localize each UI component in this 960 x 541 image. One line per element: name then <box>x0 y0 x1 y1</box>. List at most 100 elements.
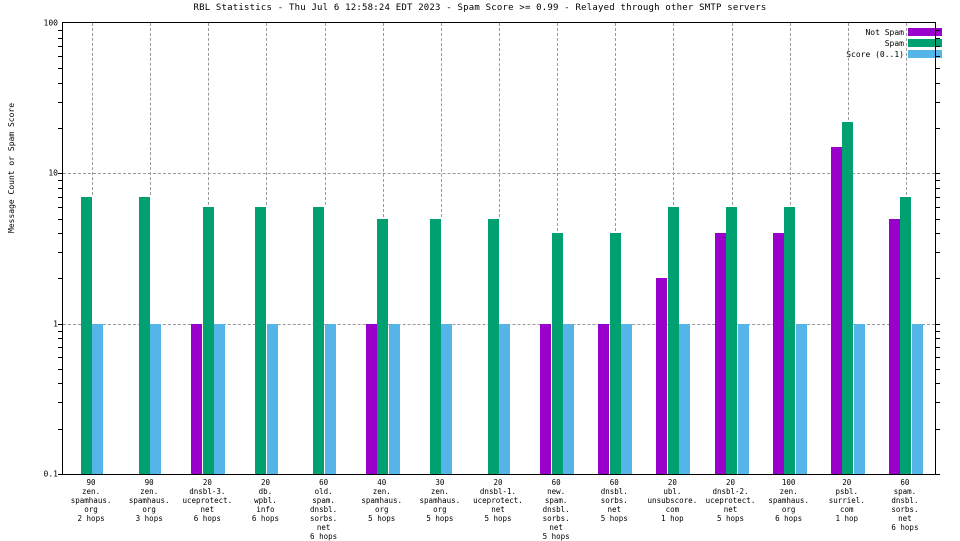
gridline-vertical <box>905 23 907 195</box>
y-axis-tick <box>935 187 940 189</box>
y-axis-tick <box>935 251 940 253</box>
y-axis-tick <box>935 323 940 325</box>
y-axis-tick <box>58 173 63 175</box>
bar-spam <box>255 206 267 474</box>
y-axis-tick <box>935 330 940 332</box>
x-axis-label-line: 5 hops <box>542 532 570 541</box>
x-axis-label: 20 dnsbl-3. uceprotect. net 6 hops <box>178 478 236 523</box>
y-axis-tick <box>935 37 940 39</box>
bar-spam <box>202 206 214 474</box>
bar-group <box>761 23 819 474</box>
x-axis-label-line: net <box>607 505 622 514</box>
bar-group <box>470 23 528 474</box>
y-axis-tick <box>935 101 940 103</box>
y-axis-tick <box>935 474 940 475</box>
gridline-horizontal <box>63 323 935 325</box>
bar-spam <box>551 233 563 474</box>
y-axis-tick <box>58 278 63 280</box>
bar-not-spam <box>191 323 203 474</box>
x-axis-label-line: net <box>898 514 912 523</box>
x-axis-label-line: old. <box>314 487 333 496</box>
y-axis-tick <box>58 101 63 103</box>
x-axis-label-line: info <box>256 505 275 514</box>
x-axis-label: 60 spam. dnsbl. sorbs. net 6 hops <box>876 478 934 532</box>
y-axis-tick <box>935 428 940 430</box>
y-axis-tick <box>935 68 940 70</box>
bar-not-spam <box>772 233 784 474</box>
gridline-vertical <box>499 23 500 217</box>
bar-not-spam <box>888 218 900 474</box>
y-axis-tick <box>935 46 940 48</box>
x-axis-label-line: 6 hops <box>891 523 919 532</box>
y-axis-tick <box>935 29 940 31</box>
x-axis-label-line: org <box>84 505 98 514</box>
x-axis-label-line: uceprotect. <box>182 496 233 505</box>
x-axis-label-line: net <box>723 505 738 514</box>
x-axis-label: 30 zen. spamhaus. org 5 hops <box>411 478 469 523</box>
bar-spam <box>487 218 499 474</box>
x-axis-label-line: zen. <box>372 487 391 496</box>
gridline-vertical <box>789 23 791 205</box>
bar-score-0-1 <box>388 323 400 474</box>
x-axis-labels: 90 zen. spamhaus. org 2 hops 90 zen. spamhaus. o… <box>62 478 936 541</box>
bar-group <box>412 23 470 474</box>
x-axis-label-line: org <box>433 505 447 514</box>
x-axis-label-line: dnsbl-1. <box>479 487 517 496</box>
y-axis-tick <box>935 82 940 84</box>
x-axis-label-line: new. <box>547 487 566 496</box>
bar-group <box>644 23 702 474</box>
x-axis-label: 20 db. wpbl. info 6 hops <box>236 478 294 523</box>
y-tick-label: 1 <box>53 319 58 329</box>
y-tick-label: 10 <box>48 168 58 178</box>
y-axis-tick <box>58 346 63 348</box>
y-axis-tick <box>58 383 63 385</box>
y-axis-tick <box>935 218 940 220</box>
bar-score-0-1 <box>214 323 226 474</box>
bar-score-0-1 <box>441 323 453 474</box>
x-axis-label-line: psbl. <box>835 487 859 496</box>
y-axis-tick <box>58 46 63 48</box>
legend-label-not-spam: Not Spam <box>865 27 904 37</box>
x-axis-label-line: 2 hops <box>77 514 105 523</box>
x-axis-label-line: com <box>665 505 680 514</box>
x-axis-label-line: 1 hop <box>661 514 684 523</box>
x-axis-label-line: dnsbl. <box>600 487 628 496</box>
x-axis-label-line: db. <box>258 487 273 496</box>
x-axis-label-line: spam. <box>893 487 917 496</box>
x-axis-label-line: zen. <box>779 487 798 496</box>
bar-spam <box>138 196 150 474</box>
y-axis-tick <box>58 68 63 70</box>
x-axis-label: 100 zen. spamhaus. org 6 hops <box>760 478 818 523</box>
x-axis-label-line: dnsbl. <box>310 505 338 514</box>
bar-group <box>702 23 760 474</box>
legend-swatch-score <box>908 50 942 58</box>
x-axis-label-line: spam. <box>312 496 335 505</box>
bar-spam <box>726 206 738 474</box>
gridline-vertical <box>731 23 733 205</box>
bar-spam <box>784 206 796 474</box>
x-axis-label-line: uceprotect. <box>705 496 756 505</box>
x-axis-label-line: dnsbl. <box>542 505 570 514</box>
x-axis-label-line: 30 <box>435 478 445 487</box>
bar-score-0-1 <box>266 323 278 474</box>
bar-score-0-1 <box>679 323 691 474</box>
bar-group <box>586 23 644 474</box>
y-axis-tick <box>935 338 940 340</box>
bar-group <box>819 23 877 474</box>
bar-score-0-1 <box>621 323 633 474</box>
gridline-vertical <box>266 23 268 205</box>
x-axis-label-line: 90 <box>144 478 154 487</box>
y-axis-tick <box>58 187 63 189</box>
gridline-vertical <box>615 23 617 232</box>
x-axis-label-line: 60 <box>609 478 619 487</box>
gridline-vertical <box>208 23 210 205</box>
x-axis-label-line: uceprotect. <box>473 496 523 505</box>
x-axis-label: 90 zen. spamhaus. org 3 hops <box>120 478 178 523</box>
bar-score-0-1 <box>92 323 104 474</box>
x-axis-label-line: sorbs. <box>891 505 919 514</box>
x-axis-label-line: unsubscore. <box>647 496 698 505</box>
bar-group <box>179 23 237 474</box>
bar-not-spam <box>714 233 726 474</box>
bar-group <box>877 23 935 474</box>
